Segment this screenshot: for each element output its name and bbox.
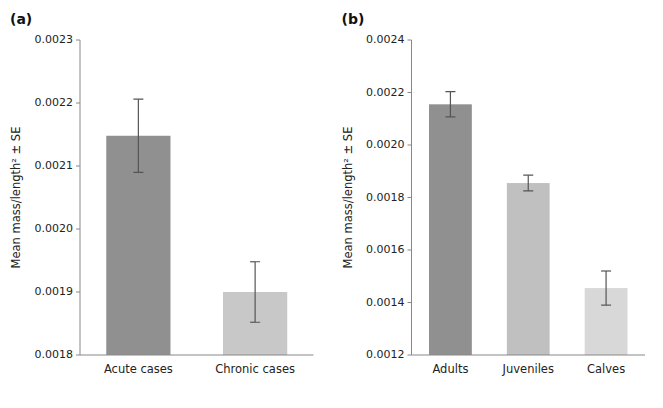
bar (507, 183, 550, 355)
y-tick-label: 0.0018 (366, 191, 405, 204)
y-tick (76, 103, 80, 104)
y-tick-label: 0.0016 (366, 243, 405, 256)
y-tick-label: 0.0012 (366, 348, 405, 361)
y-tick-label: 0.0024 (366, 33, 405, 46)
y-tick-label: 0.0022 (35, 96, 74, 109)
y-tick (76, 292, 80, 293)
y-tick (408, 40, 412, 41)
y-axis (80, 40, 81, 355)
y-tick-label: 0.0023 (35, 33, 74, 46)
error-bar (133, 99, 143, 172)
error-bar (250, 262, 260, 322)
panel-label: (a) (10, 11, 32, 27)
y-tick-label: 0.0014 (366, 296, 405, 309)
x-axis (412, 355, 646, 356)
y-tick-label: 0.0020 (366, 138, 405, 151)
y-tick (408, 197, 412, 198)
y-tick (408, 92, 412, 93)
y-tick-label: 0.0018 (35, 348, 74, 361)
x-axis (80, 355, 314, 356)
data-group (429, 92, 627, 355)
y-tick (76, 166, 80, 167)
y-tick (408, 250, 412, 251)
error-bar (601, 271, 611, 305)
panel: 0.0012 0.0014 0.0016 0.0018 0.0020 0.0022 0.00… (341, 11, 646, 376)
y-tick (408, 302, 412, 303)
y-axis-label: Mean mass/length² ± SE (341, 127, 355, 269)
panel-label: (b) (342, 11, 365, 27)
y-tick-label: 0.0022 (366, 86, 405, 99)
y-axis (411, 40, 412, 355)
y-axis-label: Mean mass/length² ± SE (9, 127, 23, 269)
y-tick-label: 0.0021 (35, 159, 74, 172)
data-group (106, 99, 287, 355)
y-tick (76, 355, 80, 356)
y-tick (76, 229, 80, 230)
x-tick-label: Juveniles (502, 362, 554, 376)
y-tick (408, 145, 412, 146)
y-tick (76, 40, 80, 41)
x-tick-label: Acute cases (104, 362, 173, 376)
bar (429, 104, 472, 355)
x-tick-label: Adults (432, 362, 468, 376)
error-bar (445, 92, 455, 117)
y-tick (408, 355, 412, 356)
y-tick-label: 0.0020 (35, 222, 74, 235)
panel: 0.0018 0.0019 0.0020 0.0021 0.0022 0.0023 Acut… (9, 11, 314, 376)
x-tick-label: Calves (587, 362, 625, 376)
figure: 0.0018 0.0019 0.0020 0.0021 0.0022 0.0023 Acut… (0, 0, 663, 408)
error-bar (523, 175, 533, 191)
x-tick-label: Chronic cases (215, 362, 295, 376)
y-tick-label: 0.0019 (35, 285, 74, 298)
